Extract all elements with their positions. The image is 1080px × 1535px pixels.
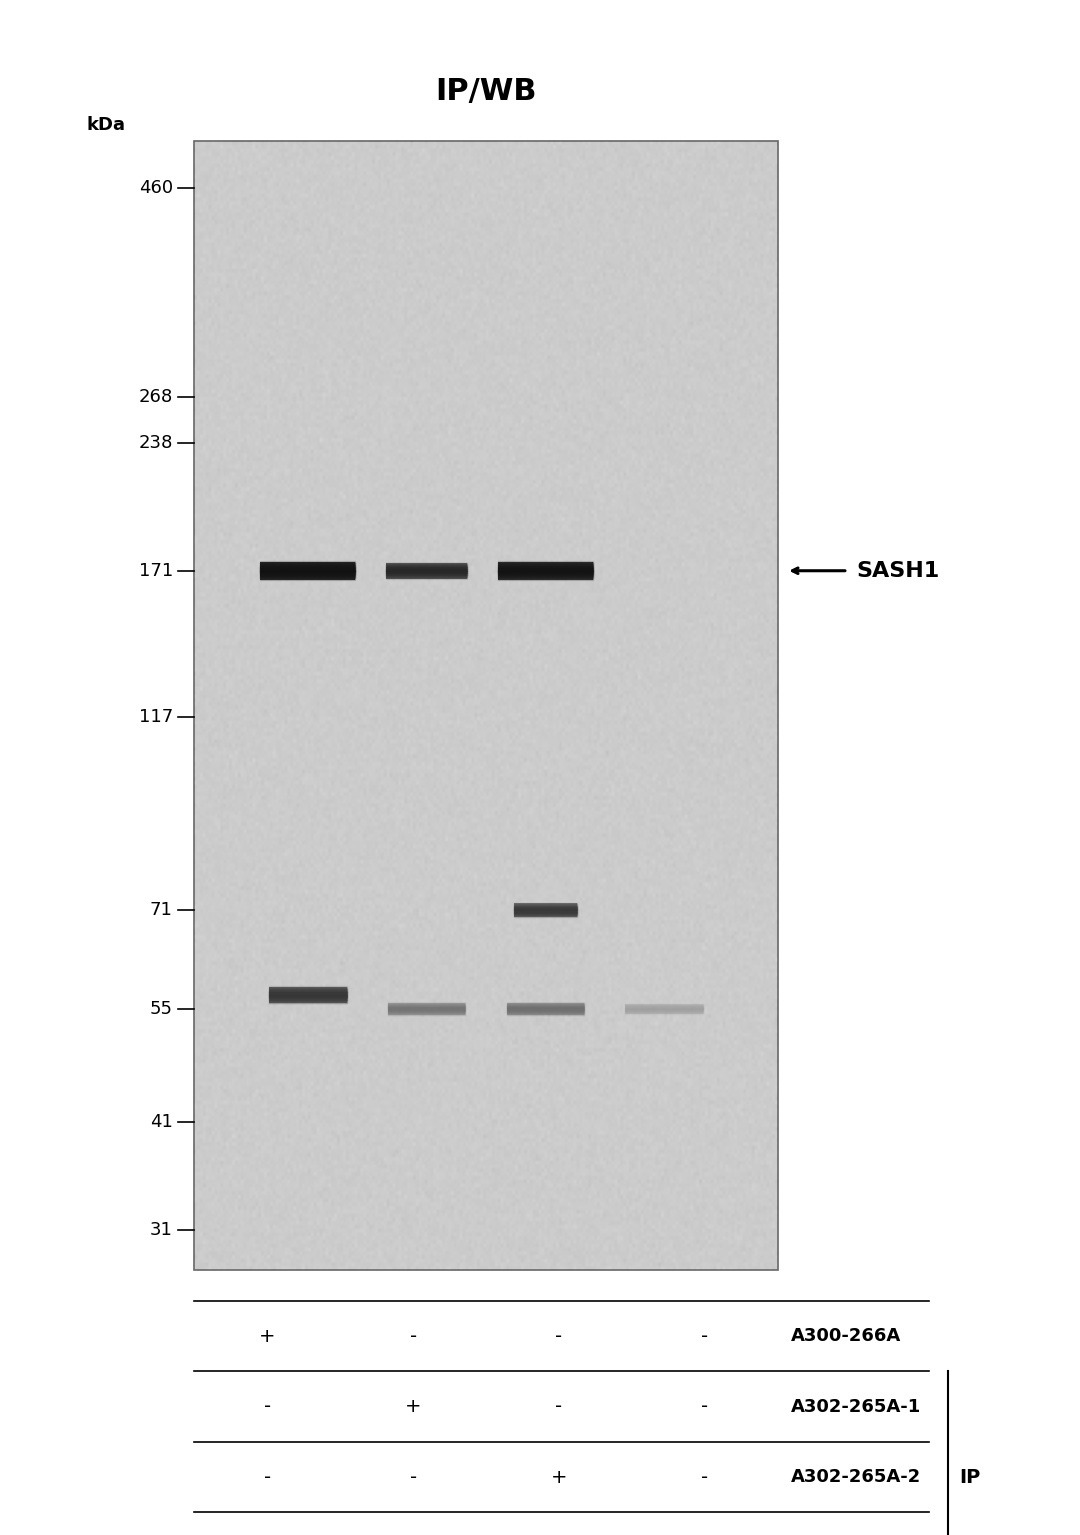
Polygon shape — [260, 562, 355, 580]
Text: -: - — [701, 1326, 708, 1346]
Text: 31: 31 — [150, 1222, 173, 1239]
Text: -: - — [409, 1467, 417, 1487]
Text: 171: 171 — [138, 562, 173, 580]
Polygon shape — [625, 1004, 703, 1015]
Text: IP/WB: IP/WB — [435, 77, 537, 106]
Text: 71: 71 — [150, 901, 173, 919]
Text: 268: 268 — [138, 388, 173, 407]
Text: -: - — [264, 1467, 271, 1487]
Polygon shape — [514, 904, 577, 918]
Polygon shape — [507, 1002, 584, 1015]
Text: 460: 460 — [138, 180, 173, 198]
Polygon shape — [269, 987, 347, 1004]
Text: 238: 238 — [138, 434, 173, 451]
Text: A302-265A-2: A302-265A-2 — [791, 1467, 921, 1486]
Text: IP: IP — [959, 1467, 981, 1487]
Text: +: + — [405, 1397, 421, 1417]
Text: 41: 41 — [150, 1113, 173, 1131]
Text: -: - — [409, 1326, 417, 1346]
Polygon shape — [387, 563, 468, 579]
Text: -: - — [555, 1326, 563, 1346]
Text: -: - — [701, 1397, 708, 1417]
Polygon shape — [388, 1002, 465, 1015]
Text: -: - — [701, 1467, 708, 1487]
Text: -: - — [555, 1397, 563, 1417]
Text: SASH1: SASH1 — [856, 560, 940, 580]
Text: +: + — [259, 1326, 275, 1346]
Text: 117: 117 — [138, 708, 173, 726]
Text: 55: 55 — [150, 999, 173, 1018]
Text: +: + — [551, 1467, 567, 1487]
Text: A302-265A-1: A302-265A-1 — [791, 1398, 921, 1415]
FancyBboxPatch shape — [194, 141, 778, 1269]
Text: -: - — [264, 1397, 271, 1417]
Text: A300-266A: A300-266A — [791, 1328, 901, 1345]
Text: kDa: kDa — [86, 117, 125, 134]
Polygon shape — [498, 562, 593, 580]
